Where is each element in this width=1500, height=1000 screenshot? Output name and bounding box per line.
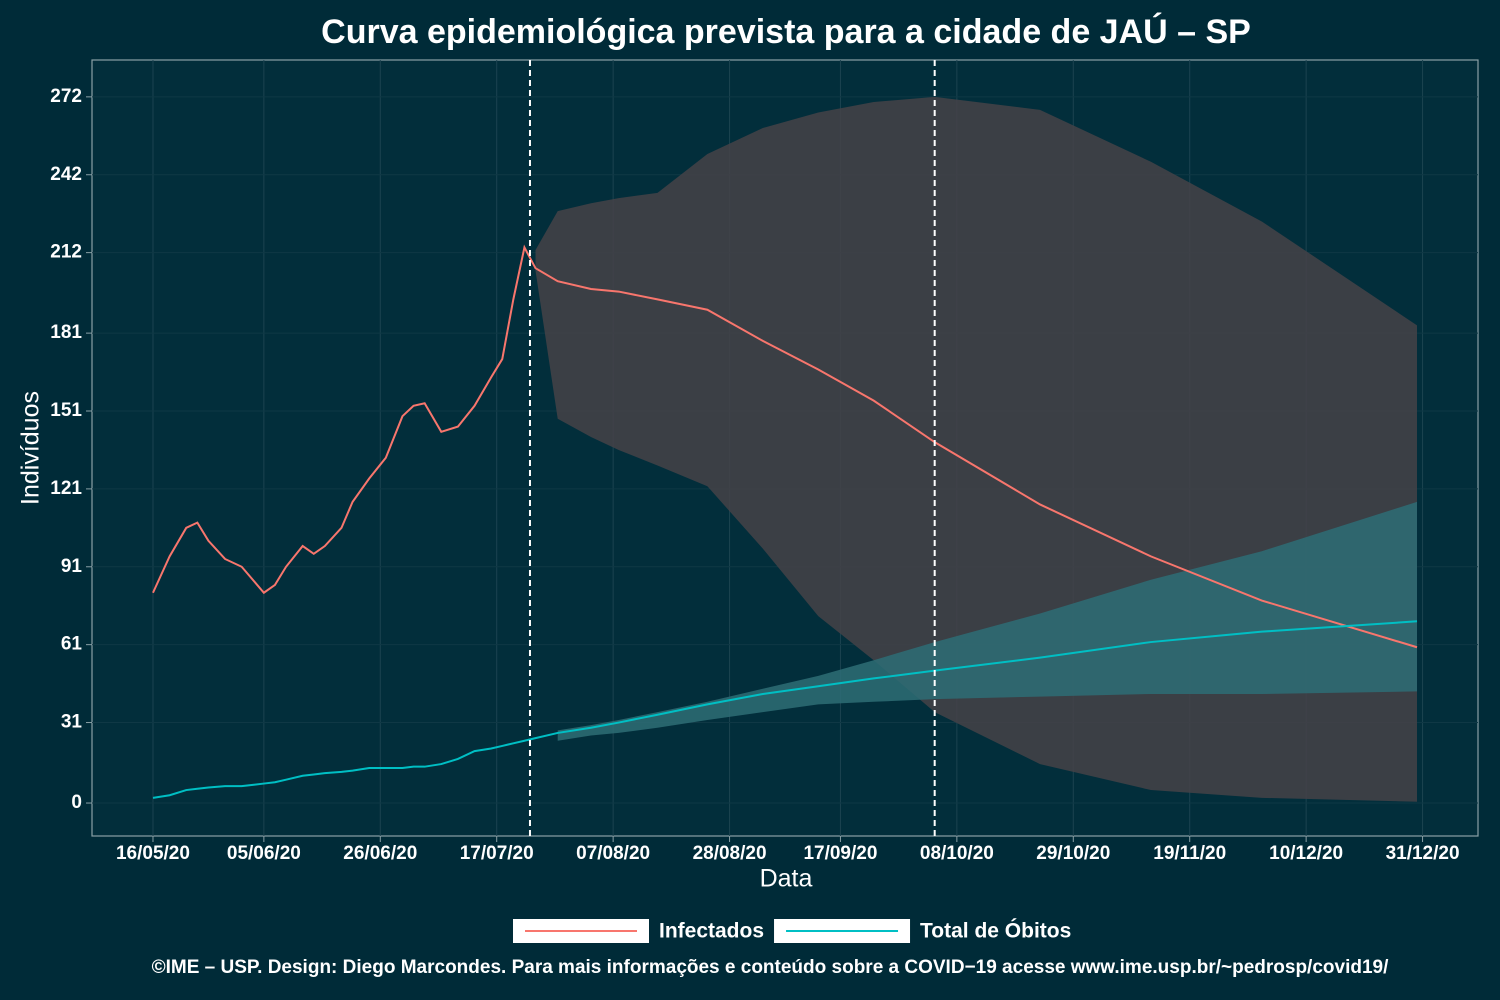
x-tick-label: 31/12/20	[1386, 843, 1460, 864]
confidence-band	[557, 501, 1418, 741]
x-tick-label: 28/08/20	[693, 843, 767, 864]
x-tick-label: 10/12/20	[1269, 843, 1343, 864]
series-line	[152, 620, 1418, 799]
x-tick-label: 16/05/20	[116, 843, 190, 864]
y-tick-label: 0	[71, 792, 82, 813]
series-line	[152, 244, 1418, 649]
x-tick-label: 29/10/20	[1036, 843, 1110, 864]
x-axis-label: Data	[760, 865, 813, 893]
x-tick-label: 17/07/20	[460, 843, 534, 864]
y-tick-label: 242	[50, 164, 82, 185]
x-tick-label: 08/10/20	[920, 843, 994, 864]
legend-item: Total de Óbitos	[774, 919, 1071, 943]
legend-label: Infectados	[659, 920, 764, 943]
y-tick-label: 61	[61, 634, 83, 655]
x-tick-label: 05/06/20	[227, 843, 301, 864]
y-tick-label: 181	[50, 322, 82, 343]
y-tick-label: 151	[50, 400, 82, 421]
x-tick-label: 19/11/20	[1153, 843, 1226, 864]
y-axis-label: Indivíduos	[17, 391, 45, 505]
y-tick-label: 91	[61, 556, 83, 577]
x-tick-label: 17/09/20	[803, 843, 877, 864]
caption: ©IME – USP. Design: Diego Marcondes. Par…	[152, 957, 1389, 978]
y-tick-label: 272	[50, 86, 82, 107]
legend-label: Total de Óbitos	[920, 919, 1071, 943]
y-tick-label: 31	[61, 712, 83, 733]
y-tick-label: 212	[50, 242, 82, 263]
x-tick-label: 07/08/20	[576, 843, 650, 864]
y-tick-label: 121	[50, 478, 82, 499]
x-tick-label: 26/06/20	[343, 843, 417, 864]
legend-item: Infectados	[513, 919, 764, 943]
chart-title: Curva epidemiológica prevista para a cid…	[321, 13, 1251, 51]
